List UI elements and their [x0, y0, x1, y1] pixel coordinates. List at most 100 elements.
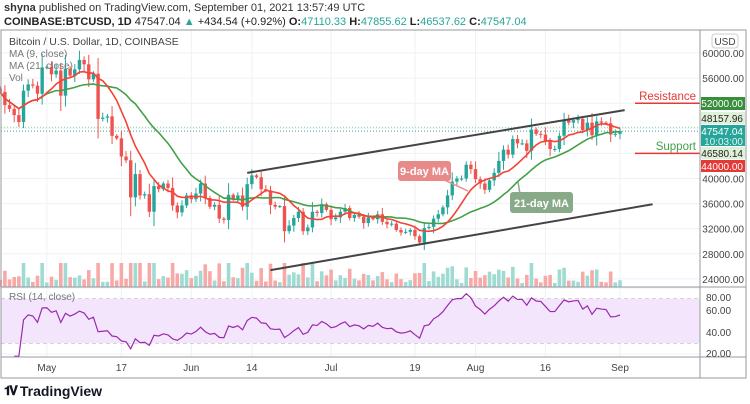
- candle-body: [63, 68, 68, 96]
- candle-body: [17, 115, 21, 123]
- candle-body: [133, 174, 138, 198]
- legend-ma9: MA (9, close): [9, 49, 67, 60]
- candle-body: [180, 205, 184, 213]
- volume-bars: [0, 263, 622, 287]
- currency-button[interactable]: [711, 33, 739, 49]
- candle-body: [529, 129, 534, 151]
- candle-body: [599, 121, 604, 123]
- candle-body: [450, 181, 454, 196]
- volume-bar: [226, 263, 231, 287]
- volume-bar: [138, 263, 142, 287]
- candle-body: [487, 180, 492, 190]
- volume-bar: [40, 263, 44, 287]
- price-label: 47547.04: [701, 127, 743, 138]
- price-label-box: [701, 112, 745, 124]
- time-tick: 17: [116, 363, 128, 374]
- countdown-label: 10:03:00: [704, 137, 743, 148]
- candle-body: [115, 135, 119, 139]
- candle-body: [618, 131, 622, 134]
- volume-bar: [529, 263, 534, 287]
- volume-bar: [436, 276, 441, 287]
- tradingview-logo[interactable]: 𝟏𝐕 TradingView: [4, 383, 102, 399]
- volume-bar: [212, 280, 217, 287]
- candle-body: [287, 225, 291, 232]
- candle-body: [129, 160, 133, 198]
- volume-bar: [231, 277, 236, 287]
- volume-bar: [72, 277, 77, 287]
- symbol: COINBASE:BTCUSD, 1D: [4, 16, 132, 28]
- volume-bar: [119, 263, 124, 287]
- volume-bar: [296, 274, 301, 287]
- volume-bar: [548, 274, 552, 287]
- legend-ma21: MA (21, close): [9, 61, 73, 72]
- volume-bar: [35, 275, 40, 287]
- candle-body: [77, 59, 82, 70]
- volume-bar: [175, 273, 180, 287]
- volume-bar: [189, 278, 194, 287]
- volume-bar: [124, 278, 128, 287]
- candle-body: [515, 138, 520, 144]
- volume-bar: [166, 277, 170, 287]
- volume-bar: [389, 282, 394, 287]
- candle-body: [87, 64, 91, 80]
- volume-bar: [245, 263, 249, 287]
- candle-body: [138, 174, 142, 196]
- volume-bar: [543, 275, 548, 287]
- volume-bar: [613, 282, 618, 287]
- volume-bar: [26, 277, 30, 287]
- volume-bar: [194, 275, 198, 287]
- candle-body: [394, 223, 399, 230]
- volume-bar: [21, 263, 26, 287]
- price-label: 46580.14: [701, 149, 743, 160]
- candle-body: [385, 221, 389, 225]
- volume-bar: [198, 270, 203, 287]
- volume-bar: [31, 281, 35, 287]
- price-label: 48157.96: [701, 114, 743, 125]
- volume-bar: [464, 267, 469, 287]
- volume-bar: [473, 270, 478, 287]
- volume-bar: [417, 272, 422, 287]
- volume-bar: [250, 272, 254, 287]
- volume-bar: [431, 271, 436, 287]
- volume-bar: [380, 272, 385, 287]
- volume-bar: [459, 283, 464, 287]
- candle-body: [68, 68, 72, 76]
- volume-bar: [515, 278, 520, 287]
- chart-frame: [0, 29, 747, 379]
- candle-body: [469, 164, 473, 170]
- candle-body: [501, 149, 506, 161]
- time-axis[interactable]: May 17 Jun 14 Jul 19 Aug 16 Sep: [37, 363, 629, 374]
- volume-bar: [59, 263, 63, 287]
- volume-bar: [301, 263, 305, 287]
- volume-bar: [91, 278, 96, 287]
- volume-bar: [604, 282, 608, 287]
- candle-body: [110, 116, 114, 136]
- volume-bar: [352, 278, 357, 287]
- volume-bar: [184, 270, 189, 287]
- ma9-callout: 9-day MA: [398, 161, 469, 192]
- candle-body: [254, 175, 259, 178]
- candle-body: [124, 156, 128, 161]
- candle-body: [413, 229, 417, 237]
- resistance-label: Resistance: [639, 91, 696, 103]
- volume-bar: [478, 277, 482, 287]
- time-tick: Jul: [325, 363, 338, 374]
- volume-bar: [54, 279, 58, 287]
- volume-bar: [170, 263, 175, 287]
- candle-body: [203, 183, 207, 198]
- volume-bar: [375, 276, 380, 287]
- high-value: 47855.62: [360, 16, 407, 28]
- volume-bar: [292, 272, 296, 287]
- volume-bar: [282, 263, 287, 287]
- price-tick: 28000.00: [702, 250, 744, 261]
- price-label-box: [701, 97, 745, 110]
- volume-bar: [347, 268, 352, 287]
- rsi-band: [1, 299, 700, 343]
- ma9-line: [0, 70, 621, 233]
- price-tick: 36000.00: [702, 200, 744, 211]
- candle-body: [422, 228, 426, 243]
- candle-body: [292, 218, 296, 226]
- volume-bar: [110, 263, 114, 287]
